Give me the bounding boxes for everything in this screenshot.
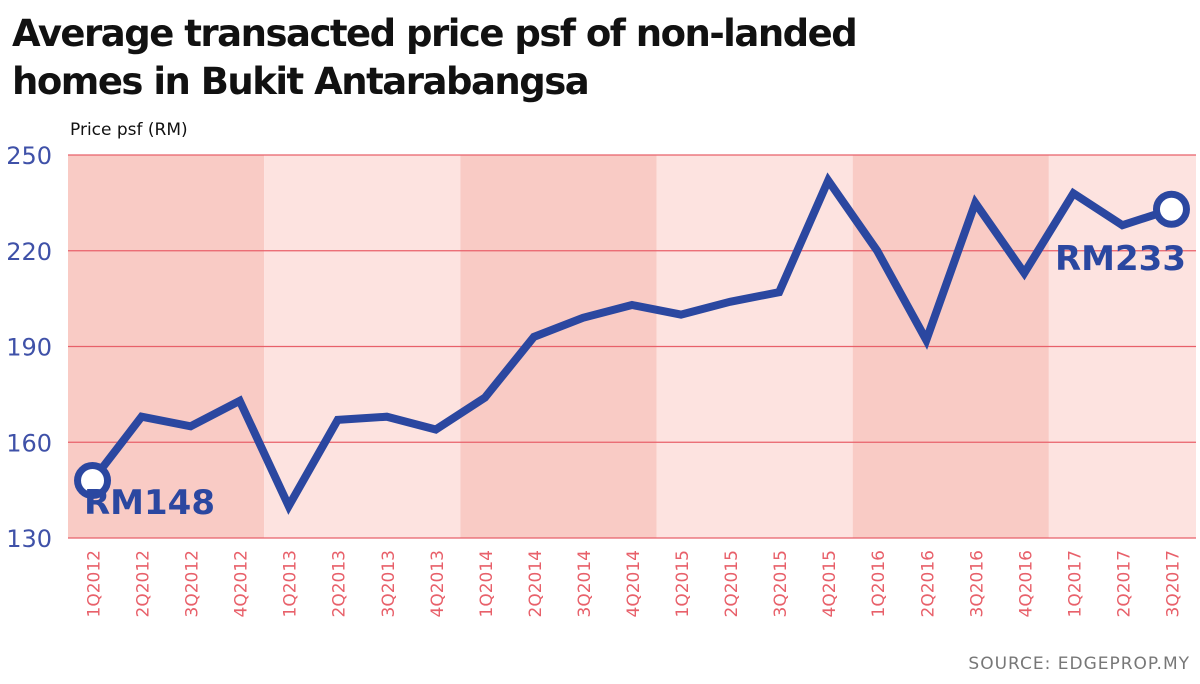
x-tick-label: 3Q2017	[1163, 550, 1183, 617]
chart-title-line-1: Average transacted price psf of non-land…	[12, 12, 858, 55]
chart-title: Average transacted price psf of non-land…	[12, 10, 1192, 106]
endpoint-marker	[1152, 190, 1190, 228]
annotations: RM148 RM233	[74, 190, 1190, 523]
x-tick-label: 4Q2016	[1016, 550, 1036, 617]
data-label: RM233	[1055, 239, 1186, 279]
x-tick-label: 4Q2012	[232, 550, 252, 617]
x-tick-label: 2Q2013	[330, 550, 350, 617]
x-axis-ticks: 1Q2012 2Q2012 3Q2012 4Q2012 1Q2013 2Q2013 3Q20…	[85, 550, 1184, 617]
x-tick-label: 1Q2016	[869, 550, 889, 617]
y-axis-ticks: 130 160 190 220 250	[6, 142, 52, 553]
y-tick-label: 220	[6, 238, 52, 266]
x-tick-label: 3Q2014	[575, 550, 595, 617]
x-tick-label: 1Q2017	[1065, 550, 1085, 617]
series	[88, 172, 1176, 515]
x-tick-label: 3Q2016	[967, 550, 987, 617]
line-chart: 130 160 190 220 250 1Q2012 2Q2012 3Q2012 4Q2012…	[6, 142, 1196, 617]
y-tick-label: 160	[6, 429, 52, 457]
x-tick-label: 3Q2012	[183, 550, 203, 617]
series-line	[88, 172, 1176, 515]
x-tick-label: 4Q2013	[428, 550, 448, 617]
x-tick-label: 3Q2015	[771, 550, 791, 617]
x-tick-label: 3Q2013	[379, 550, 399, 617]
x-tick-label: 2Q2014	[526, 550, 546, 617]
data-label: RM148	[84, 483, 215, 523]
x-tick-label: 2Q2016	[918, 550, 938, 617]
x-tick-label: 1Q2015	[673, 550, 693, 617]
endpoint-marker	[74, 462, 112, 500]
x-tick-label: 2Q2015	[722, 550, 742, 617]
x-tick-label: 2Q2012	[134, 550, 154, 617]
x-tick-label: 4Q2014	[624, 550, 644, 617]
x-tick-label: 2Q2017	[1114, 550, 1134, 617]
y-tick-label: 190	[6, 334, 52, 362]
x-tick-label: 1Q2014	[477, 550, 497, 617]
chart-title-line-2: homes in Bukit Antarabangsa	[12, 60, 590, 103]
x-tick-label: 1Q2012	[85, 550, 105, 617]
y-tick-label: 250	[6, 142, 52, 170]
y-tick-label: 130	[6, 525, 52, 553]
x-tick-label: 4Q2015	[820, 550, 840, 617]
x-tick-label: 1Q2013	[281, 550, 301, 617]
source-note: SOURCE: EDGEPROP.MY	[968, 654, 1190, 674]
y-axis-label: Price psf (RM)	[70, 120, 188, 140]
